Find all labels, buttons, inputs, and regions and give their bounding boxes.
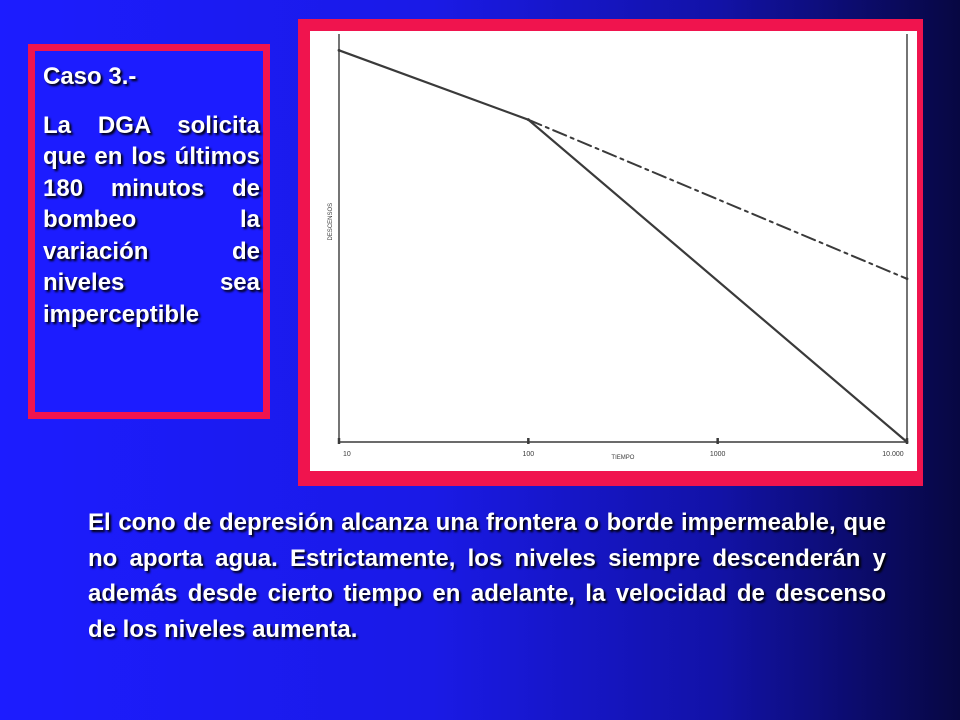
x-tick-label: 10.000 bbox=[882, 451, 904, 458]
data-point bbox=[905, 277, 909, 281]
data-point bbox=[905, 440, 909, 444]
data-point bbox=[337, 48, 341, 52]
x-tick-label: 10 bbox=[343, 451, 351, 458]
x-tick-label: 100 bbox=[522, 451, 534, 458]
drawdown-line bbox=[337, 49, 909, 444]
case-title: Caso 3.- bbox=[43, 63, 137, 90]
explanation-text: El cono de depresión alcanza una fronter… bbox=[88, 509, 886, 643]
x-axis-label: TIEMPO bbox=[611, 455, 634, 461]
chart-paper: 10 100 1000 10.000 TIEMPO DESCENSOS bbox=[310, 31, 917, 471]
x-tick-label: 1000 bbox=[710, 451, 726, 458]
y-axis-label: DESCENSOS bbox=[328, 203, 334, 241]
drawdown-chart: 10 100 1000 10.000 TIEMPO DESCENSOS bbox=[328, 34, 909, 461]
extrapolated-trend-line bbox=[527, 118, 908, 280]
data-point bbox=[526, 118, 530, 122]
case-box: Caso 3.- La DGA solicita que en los últi… bbox=[28, 44, 270, 419]
case-description: La DGA solicita que en los últimos 180 m… bbox=[43, 111, 260, 328]
